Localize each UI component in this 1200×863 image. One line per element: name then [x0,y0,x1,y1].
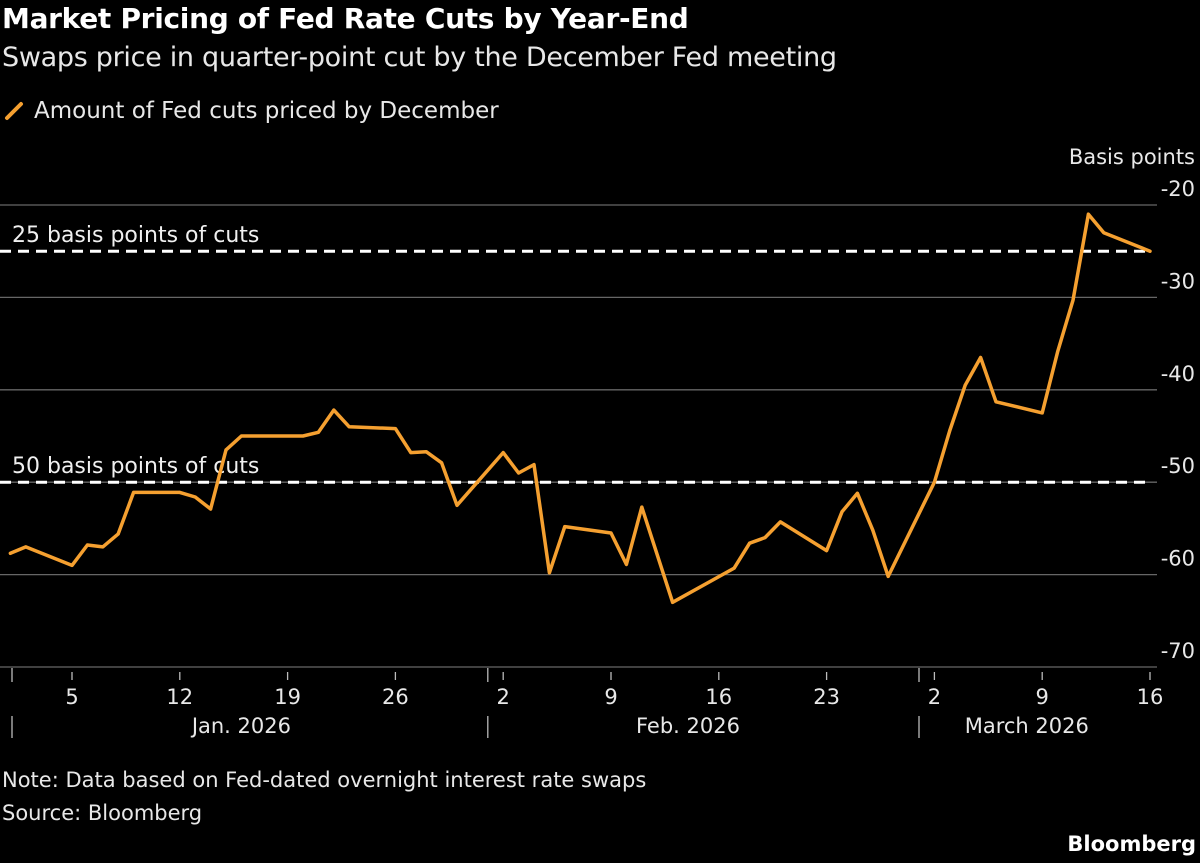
y-tick-label: -20 [1161,177,1195,201]
data-point [517,471,521,475]
x-tick-label: 2 [497,685,510,709]
data-point [1056,350,1060,354]
data-point [840,510,844,514]
data-point [347,425,351,429]
reference-line-label: 25 basis points of cuts [12,223,259,248]
data-point [871,528,875,532]
data-point [8,551,12,555]
x-tick-label: 26 [382,685,409,709]
data-point [501,451,505,455]
data-point [440,461,444,465]
data-point [178,490,182,494]
x-tick-label: 16 [1137,685,1164,709]
data-point [778,520,782,524]
month-label: March 2026 [965,714,1089,738]
data-point [101,545,105,549]
data-point [239,434,243,438]
x-tick-label: 19 [274,685,301,709]
data-point [85,543,89,547]
legend-label: Amount of Fed cuts priced by December [34,98,499,124]
data-point [424,450,428,454]
data-point [209,507,213,511]
data-point [1071,298,1075,302]
y-tick-label: -40 [1161,362,1195,386]
data-point [748,541,752,545]
month-label: Jan. 2026 [190,714,291,738]
y-tick-label: -50 [1161,454,1195,478]
x-tick-label: 2 [928,685,941,709]
data-point [609,531,613,535]
data-point [1040,411,1044,415]
legend: Amount of Fed cuts priced by December [4,98,499,124]
data-point [24,545,28,549]
x-tick-label: 16 [705,685,732,709]
data-point [640,505,644,509]
data-point [409,451,413,455]
data-point [932,480,936,484]
data-point [825,549,829,553]
data-point [624,562,628,566]
data-point [886,574,890,578]
y-tick-label: -60 [1161,547,1195,571]
data-point [70,563,74,567]
data-point [393,427,397,431]
data-point [979,355,983,359]
data-point [316,430,320,434]
data-point [455,503,459,507]
data-point [532,463,536,467]
data-point [994,400,998,404]
footnote: Note: Data based on Fed-dated overnight … [2,768,647,792]
data-point [1086,212,1090,216]
month-label: Feb. 2026 [636,714,740,738]
x-tick-label: 5 [65,685,78,709]
data-point [547,571,551,575]
data-point [1148,249,1152,253]
x-tick-label: 9 [604,685,617,709]
chart-subtitle: Swaps price in quarter-point cut by the … [2,42,837,73]
data-point [301,434,305,438]
data-point [193,495,197,499]
chart-title: Market Pricing of Fed Rate Cuts by Year-… [2,2,689,35]
data-point [116,532,120,536]
x-tick-label: 9 [1036,685,1049,709]
data-point [1102,231,1106,235]
bloomberg-logo: Bloomberg [1067,832,1196,856]
series-line [8,212,1152,605]
y-tick-label: -70 [1161,639,1195,663]
x-tick-label: 23 [813,685,840,709]
source-note: Source: Bloomberg [2,801,203,825]
legend-line-icon [5,102,23,120]
data-point [732,566,736,570]
y-tick-label: -30 [1161,269,1195,293]
data-point [963,383,967,387]
data-point [132,490,136,494]
data-point [763,536,767,540]
data-point [332,408,336,412]
data-point [855,491,859,495]
y-axis-label: Basis points [1069,145,1195,169]
data-point [563,525,567,529]
x-tick-label: 12 [166,685,193,709]
data-point [948,428,952,432]
data-point [224,448,228,452]
data-point [671,600,675,604]
